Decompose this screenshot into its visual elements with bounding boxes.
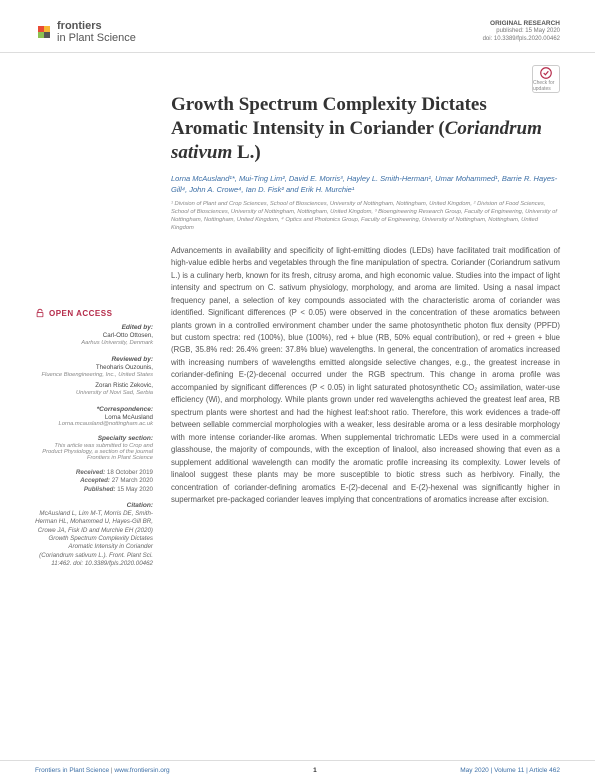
sidebar: OPEN ACCESS Edited by: Carl-Otto Ottosen… — [35, 93, 153, 576]
edited-by-label: Edited by: — [35, 324, 153, 331]
title-post: L.) — [232, 142, 261, 163]
accepted-date: 27 March 2020 — [112, 477, 153, 484]
page-footer: Frontiers in Plant Science | www.frontie… — [0, 760, 595, 780]
check-circle-icon — [539, 66, 553, 80]
accepted-label: Accepted: — [80, 477, 110, 484]
dates-block: Received: 18 October 2019 Accepted: 27 M… — [35, 469, 153, 494]
check-label: Check for updates — [533, 80, 559, 92]
footer-left: Frontiers in Plant Science | www.frontie… — [35, 767, 170, 774]
reviewer2-name: Zoran Ristic Zekovic, — [35, 382, 153, 390]
correspondence-email[interactable]: Lorna.mcausland@nottingham.ac.uk — [35, 421, 153, 427]
article-title: Growth Spectrum Complexity Dictates Arom… — [171, 93, 560, 164]
edited-by-block: Edited by: Carl-Otto Ottosen, Aarhus Uni… — [35, 324, 153, 348]
open-access-text: OPEN ACCESS — [49, 309, 112, 318]
content-area: OPEN ACCESS Edited by: Carl-Otto Ottosen… — [0, 53, 595, 591]
received-date: 18 October 2019 — [107, 469, 153, 476]
check-updates-badge[interactable]: Check for updates — [532, 65, 560, 93]
page-number: 1 — [313, 767, 317, 774]
citation-block: Citation: McAusland L, Lim M-T, Morris D… — [35, 502, 153, 569]
specialty-label: Specialty section: — [35, 435, 153, 442]
correspondence-block: *Correspondence: Lorna McAusland Lorna.m… — [35, 406, 153, 427]
journal-logo: frontiers in Plant Science — [35, 20, 136, 44]
reviewer1-affil: Fluence Bioengineering, Inc., United Sta… — [35, 372, 153, 380]
article-type: ORIGINAL RESEARCH — [483, 20, 560, 28]
published-label: Published: — [84, 486, 116, 493]
reviewer1-name: Theoharis Ouzounis, — [35, 364, 153, 372]
title-pre: Growth Spectrum Complexity Dictates Arom… — [171, 94, 487, 139]
journal-name: frontiers in Plant Science — [57, 20, 136, 44]
published-date-header: published: 15 May 2020 — [483, 28, 560, 36]
reviewed-by-label: Reviewed by: — [35, 356, 153, 363]
correspondence-label: *Correspondence: — [35, 406, 153, 413]
citation-label: Citation: — [35, 502, 153, 509]
reviewed-by-block: Reviewed by: Theoharis Ouzounis, Fluence… — [35, 356, 153, 398]
abstract-text: Advancements in availability and specifi… — [171, 245, 560, 507]
frontiers-logo-icon — [35, 23, 53, 41]
correspondence-name: Lorna McAusland — [35, 414, 153, 421]
footer-issue[interactable]: May 2020 | Volume 11 | Article 462 — [460, 767, 560, 774]
footer-url[interactable]: www.frontiersin.org — [114, 767, 169, 774]
footer-right: May 2020 | Volume 11 | Article 462 — [460, 767, 560, 774]
specialty-block: Specialty section: This article was subm… — [35, 435, 153, 461]
author-list: Lorna McAusland¹*, Mui-Ting Lim², David … — [171, 174, 560, 195]
footer-journal[interactable]: Frontiers in Plant Science — [35, 767, 109, 774]
specialty-text: This article was submitted to Crop and P… — [35, 443, 153, 461]
main-column: Growth Spectrum Complexity Dictates Arom… — [171, 93, 560, 576]
editor-affil: Aarhus University, Denmark — [35, 340, 153, 348]
open-access-badge: OPEN ACCESS — [35, 308, 153, 318]
doi-header: doi: 10.3389/fpls.2020.00462 — [483, 36, 560, 44]
journal-name-line1: frontiers — [57, 20, 102, 32]
open-lock-icon — [35, 308, 45, 318]
received-label: Received: — [76, 469, 105, 476]
editor-name: Carl-Otto Ottosen, — [35, 332, 153, 340]
reviewer2-affil: University of Novi Sad, Serbia — [35, 390, 153, 398]
header-meta: ORIGINAL RESEARCH published: 15 May 2020… — [483, 20, 560, 44]
published-date: 15 May 2020 — [117, 486, 153, 493]
journal-name-line2: in Plant Science — [57, 32, 136, 44]
affiliations: ¹ Division of Plant and Crop Sciences, S… — [171, 201, 560, 232]
page-header: frontiers in Plant Science ORIGINAL RESE… — [0, 0, 595, 53]
citation-text: McAusland L, Lim M-T, Morris DE, Smith-H… — [35, 510, 153, 569]
